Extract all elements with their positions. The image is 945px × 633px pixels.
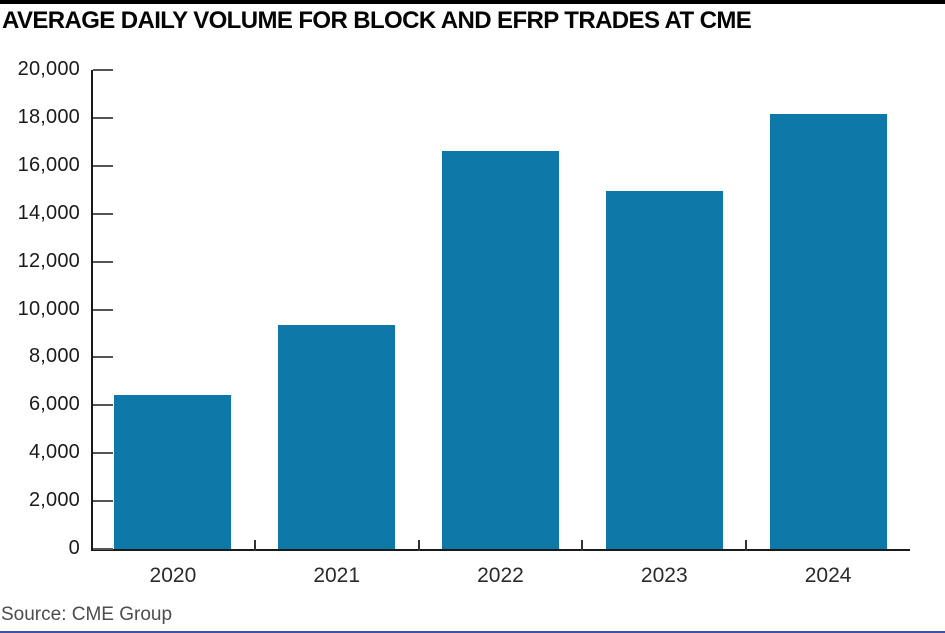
bar-2024 <box>769 114 887 549</box>
y-axis-tick <box>93 356 113 359</box>
y-axis-tick-label: 4,000 <box>28 441 80 464</box>
y-axis-tick <box>93 548 113 550</box>
y-axis-tick-label: 16,000 <box>17 153 80 176</box>
y-axis-tick <box>93 308 113 311</box>
y-axis-tick-label: 20,000 <box>17 58 80 80</box>
bar-chart: 0 2,000 4,000 6,000 8,000 10,000 12,000 14,000 1… <box>17 58 910 587</box>
chart-title: AVERAGE DAILY VOLUME FOR BLOCK AND EFRP … <box>2 7 752 34</box>
y-axis-tick <box>93 212 113 215</box>
y-axis-tick-label: 10,000 <box>17 297 80 320</box>
y-axis-tick-label: 12,000 <box>17 249 80 272</box>
y-axis-line <box>91 70 93 551</box>
y-axis-tick <box>93 260 113 263</box>
x-axis-label-2024: 2024 <box>804 564 852 587</box>
y-axis-tick-label: 14,000 <box>17 201 80 224</box>
y-axis-tick-label: 2,000 <box>28 489 80 512</box>
y-axis-tick <box>93 452 113 455</box>
bottom-rule-divider <box>0 631 945 633</box>
y-axis-tick-label: 0 <box>68 537 80 559</box>
bar-2022 <box>442 151 559 549</box>
source-attribution: Source: CME Group <box>1 604 173 625</box>
y-axis-tick-label: 18,000 <box>17 105 80 128</box>
x-axis-boundary-tick <box>581 540 584 551</box>
x-axis-boundary-tick <box>253 540 256 551</box>
x-axis-label-2020: 2020 <box>149 564 197 587</box>
bar-2021 <box>278 325 396 549</box>
x-axis-label-2022: 2022 <box>477 564 524 587</box>
x-axis-boundary-tick <box>745 540 748 551</box>
top-rule-divider <box>0 0 945 4</box>
y-axis-tick <box>93 404 113 407</box>
x-axis-label-2023: 2023 <box>640 564 688 587</box>
y-axis-tick-label: 8,000 <box>28 345 80 368</box>
y-axis-tick-label: 6,000 <box>28 393 80 416</box>
y-axis-tick <box>93 164 113 167</box>
x-axis-label-2021: 2021 <box>313 564 361 587</box>
y-axis-tick <box>93 116 113 119</box>
y-axis-tick <box>93 500 113 503</box>
x-axis-line <box>91 549 910 551</box>
bar-2020 <box>114 394 232 549</box>
y-axis-tick <box>93 69 113 71</box>
bar-2023 <box>605 190 723 549</box>
x-axis-boundary-tick <box>417 540 420 551</box>
